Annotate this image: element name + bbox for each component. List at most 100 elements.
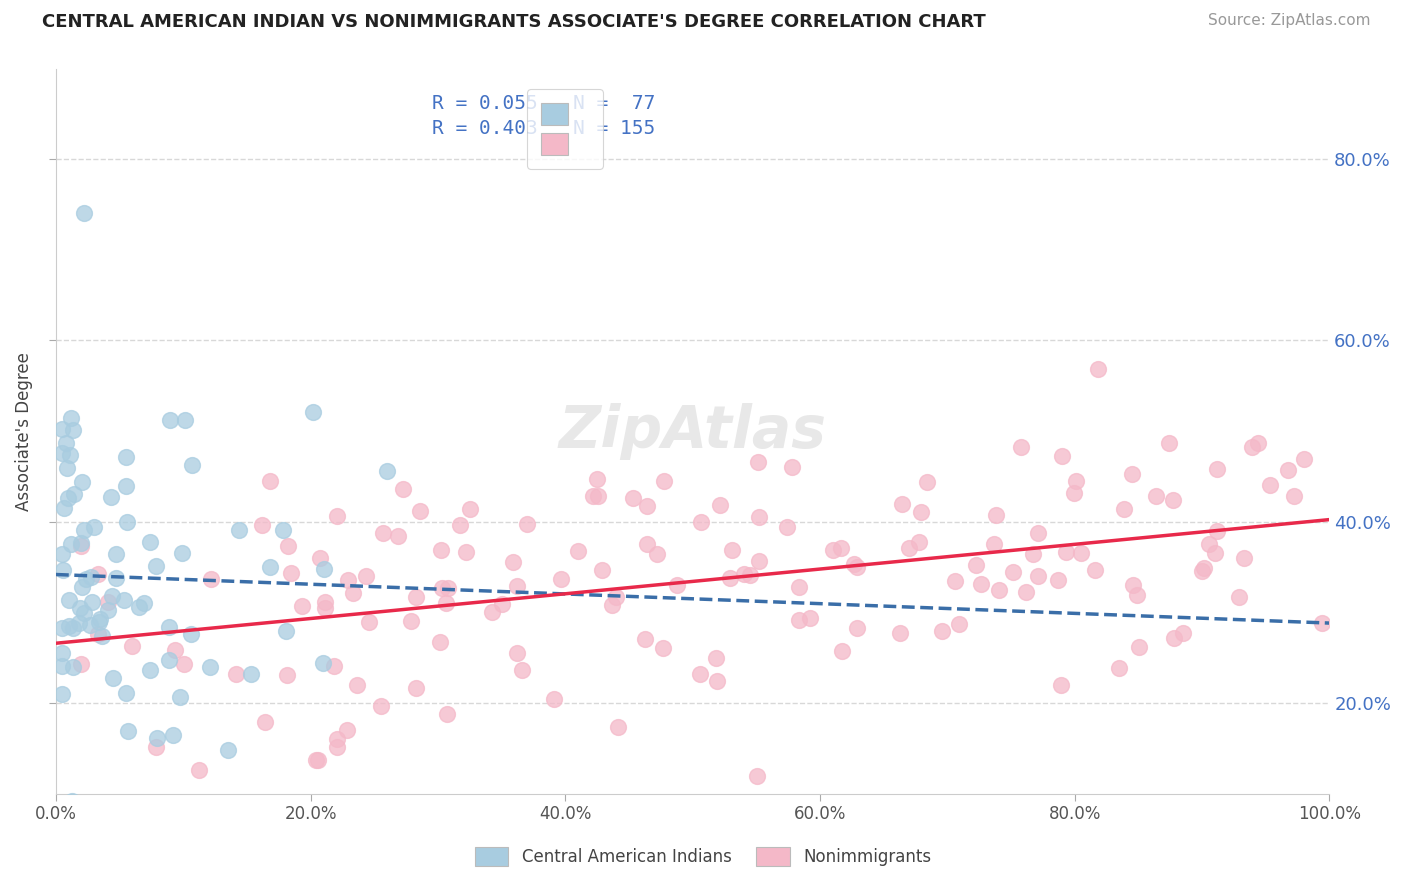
Point [983, 537, 1005, 551]
Point [1247, 436, 1270, 450]
Point [52, 501, 75, 516]
Point [392, 482, 415, 496]
Point [63, 487, 86, 501]
Point [172, 546, 194, 560]
Point [305, 753, 328, 767]
Point [821, 542, 844, 557]
Point [1026, 525, 1049, 540]
Legend: Central American Indians, Nonimmigrants: Central American Indians, Nonimmigrants [467, 838, 939, 875]
Point [776, 520, 799, 534]
Point [302, 405, 325, 419]
Point [931, 624, 953, 638]
Point [52, 563, 75, 577]
Point [359, 615, 381, 630]
Point [1227, 590, 1250, 604]
Point [100, 490, 122, 504]
Point [437, 581, 460, 595]
Point [356, 569, 378, 583]
Point [1010, 440, 1032, 454]
Text: Source: ZipAtlas.com: Source: ZipAtlas.com [1208, 13, 1371, 29]
Point [145, 558, 167, 573]
Point [145, 740, 167, 755]
Point [51, 646, 73, 660]
Point [1112, 502, 1135, 516]
Point [291, 599, 314, 613]
Point [550, 572, 572, 586]
Point [51, 658, 73, 673]
Point [1002, 565, 1025, 579]
Point [163, 643, 186, 657]
Point [704, 651, 727, 665]
Point [1204, 546, 1226, 560]
Point [162, 728, 184, 742]
Point [79, 618, 101, 632]
Point [97, 602, 120, 616]
Point [87, 567, 110, 582]
Point [371, 525, 394, 540]
Point [787, 580, 810, 594]
Text: CENTRAL AMERICAN INDIAN VS NONIMMIGRANTS ASSOCIATE'S DEGREE CORRELATION CHART: CENTRAL AMERICAN INDIAN VS NONIMMIGRANTS… [42, 13, 986, 31]
Point [259, 560, 281, 574]
Point [709, 498, 731, 512]
Point [323, 659, 346, 673]
Point [1310, 616, 1333, 631]
Text: R = 0.055   N =  77: R = 0.055 N = 77 [432, 94, 655, 113]
Point [62, 423, 84, 437]
Legend:  ,  : , [527, 89, 603, 169]
Point [787, 614, 810, 628]
Point [1121, 577, 1143, 591]
Point [346, 678, 368, 692]
Point [101, 589, 124, 603]
Point [342, 585, 364, 599]
Point [387, 529, 409, 543]
Point [1292, 451, 1315, 466]
Point [97, 595, 120, 609]
Point [121, 639, 143, 653]
Point [336, 723, 359, 737]
Point [846, 621, 869, 635]
Point [105, 547, 128, 561]
Point [326, 508, 349, 523]
Point [516, 516, 538, 531]
Point [276, 668, 298, 682]
Point [543, 691, 565, 706]
Point [910, 505, 932, 519]
Point [259, 474, 281, 488]
Point [721, 543, 744, 558]
Point [636, 499, 658, 513]
Point [458, 502, 481, 516]
Point [75, 572, 97, 586]
Point [429, 635, 451, 649]
Point [915, 475, 938, 490]
Point [55, 435, 77, 450]
Point [59, 448, 82, 462]
Point [1087, 362, 1109, 376]
Point [181, 458, 204, 473]
Point [1084, 563, 1107, 577]
Point [965, 558, 987, 573]
Point [86, 626, 108, 640]
Point [51, 621, 73, 635]
Point [217, 743, 239, 757]
Point [506, 579, 529, 593]
Point [114, 450, 136, 464]
Point [436, 706, 458, 721]
Point [169, 690, 191, 705]
Point [405, 590, 427, 604]
Point [948, 617, 970, 632]
Point [312, 657, 335, 671]
Point [117, 723, 139, 738]
Point [60, 411, 83, 425]
Point [56, 491, 79, 505]
Point [1050, 678, 1073, 692]
Point [314, 595, 336, 609]
Point [1046, 573, 1069, 587]
Point [745, 769, 768, 783]
Point [405, 681, 427, 696]
Point [138, 664, 160, 678]
Point [434, 596, 457, 610]
Point [173, 657, 195, 672]
Point [70, 539, 93, 553]
Point [250, 518, 273, 533]
Point [309, 550, 332, 565]
